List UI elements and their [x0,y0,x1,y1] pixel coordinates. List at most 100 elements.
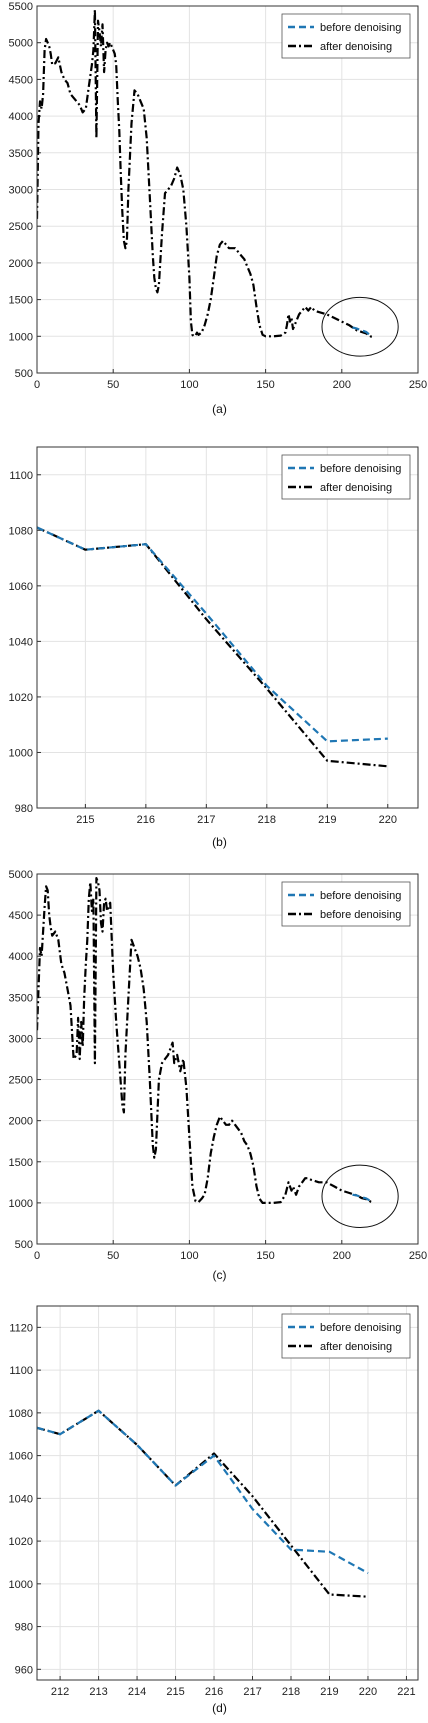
x-tick-label: 212 [51,1686,69,1698]
x-tick-label: 217 [197,814,215,826]
legend-box [281,881,411,927]
x-tick-label: 0 [34,379,40,391]
x-tick-label: 215 [166,1686,184,1698]
y-tick-label: 3000 [9,1033,33,1045]
legend-entry: before denoising [320,463,401,475]
series-line [352,326,373,337]
plot-area [37,447,418,808]
panel-caption: (d) [212,1701,227,1715]
y-tick-label: 1020 [9,1536,33,1548]
plot-area [37,1306,418,1680]
y-tick-label: 5000 [9,38,33,50]
y-tick-label: 3500 [9,992,33,1004]
x-tick-label: 213 [89,1686,107,1698]
y-tick-label: 1020 [9,692,33,704]
series-line [37,1409,369,1575]
legend-entry: before denoising [320,890,401,902]
chart-panel-2: 215 216 217 218 219 220 980 1000 1020 1040 1060 108… [9,446,419,849]
legend-box [281,454,411,500]
x-tick-label: 219 [320,1686,338,1698]
y-tick-label: 1000 [9,1579,33,1591]
y-tick-label: 500 [15,1239,33,1251]
legend-entry: after denoising [320,482,392,494]
legend-entry: before denoising [320,909,401,921]
series-line [37,526,388,768]
x-tick-label: 100 [180,1250,198,1262]
y-tick-label: 1080 [9,1408,33,1420]
x-tick-label: 250 [409,1250,427,1262]
annotation-circle [321,1164,399,1229]
y-tick-label: 1080 [9,525,33,537]
y-tick-label: 980 [15,1622,33,1634]
y-tick-label: 5500 [9,1,33,13]
legend-entry: before denoising [320,22,401,34]
legend-entry: after denoising [320,1341,392,1353]
y-tick-label: 1500 [9,295,33,307]
legend-box [281,1313,411,1359]
x-tick-label: 150 [256,379,274,391]
axes-box [36,873,419,1245]
y-tick-label: 1060 [9,1451,33,1463]
legend-box [281,13,411,59]
x-tick-label: 215 [76,814,94,826]
x-tick-label: 214 [128,1686,146,1698]
y-tick-label: 980 [15,803,33,815]
y-tick-label: 4500 [9,74,33,86]
y-tick-label: 1040 [9,636,33,648]
x-tick-label: 50 [107,379,119,391]
axes-box [36,1305,419,1681]
y-tick-label: 1120 [9,1322,33,1334]
x-tick-label: 50 [107,1250,119,1262]
x-tick-label: 216 [205,1686,223,1698]
x-tick-label: 220 [359,1686,377,1698]
legend: before denoising after denoising [281,454,411,500]
y-tick-label: 5000 [9,869,33,881]
y-tick-label: 1500 [9,1157,33,1169]
series-line [37,877,373,1204]
chart-panel-3: 0 50 100 150 200 250 500 1000 1500 2000 2500 3000 35… [9,869,428,1282]
axes-box [36,5,419,374]
chart-panel-1: 0 50 100 150 200 250 500 1000 1500 2000 2500 3000 35… [9,1,428,416]
x-tick-label: 250 [409,379,427,391]
y-tick-label: 4500 [9,910,33,922]
y-tick-label: 2000 [9,258,33,270]
y-tick-label: 960 [15,1664,33,1676]
x-tick-label: 200 [333,379,351,391]
y-tick-label: 500 [15,368,33,380]
y-tick-label: 2000 [9,1116,33,1128]
annotation-circle [321,296,399,357]
y-tick-label: 3500 [9,148,33,160]
panel-caption: (c) [213,1268,227,1282]
legend: before denoising before denoising [281,881,411,927]
legend: before denoising after denoising [281,13,411,59]
legend-entry: after denoising [320,41,392,53]
series-line [352,1193,373,1203]
x-tick-label: 100 [180,379,198,391]
x-tick-label: 218 [282,1686,300,1698]
y-tick-label: 1040 [9,1493,33,1505]
y-tick-label: 1100 [9,470,33,482]
chart-panel-4: 212 213 214 215 216 217 218 219 220 221 960 980 1000… [9,1305,419,1715]
x-tick-label: 221 [397,1686,415,1698]
y-tick-label: 4000 [9,951,33,963]
panel-caption: (b) [212,835,227,849]
x-tick-label: 216 [137,814,155,826]
x-tick-label: 150 [256,1250,274,1262]
x-tick-label: 217 [243,1686,261,1698]
y-tick-label: 1060 [9,581,33,593]
y-tick-label: 2500 [9,1075,33,1087]
y-tick-label: 1000 [9,331,33,343]
y-tick-label: 1000 [9,1198,33,1210]
y-tick-label: 4000 [9,111,33,123]
x-tick-label: 218 [258,814,276,826]
y-tick-label: 3000 [9,185,33,197]
plot-area [37,874,418,1244]
x-tick-label: 200 [333,1250,351,1262]
x-tick-label: 219 [318,814,336,826]
series-line [37,8,373,338]
panel-caption: (a) [212,402,227,416]
y-tick-label: 1000 [9,747,33,759]
legend-entry: before denoising [320,1322,401,1334]
